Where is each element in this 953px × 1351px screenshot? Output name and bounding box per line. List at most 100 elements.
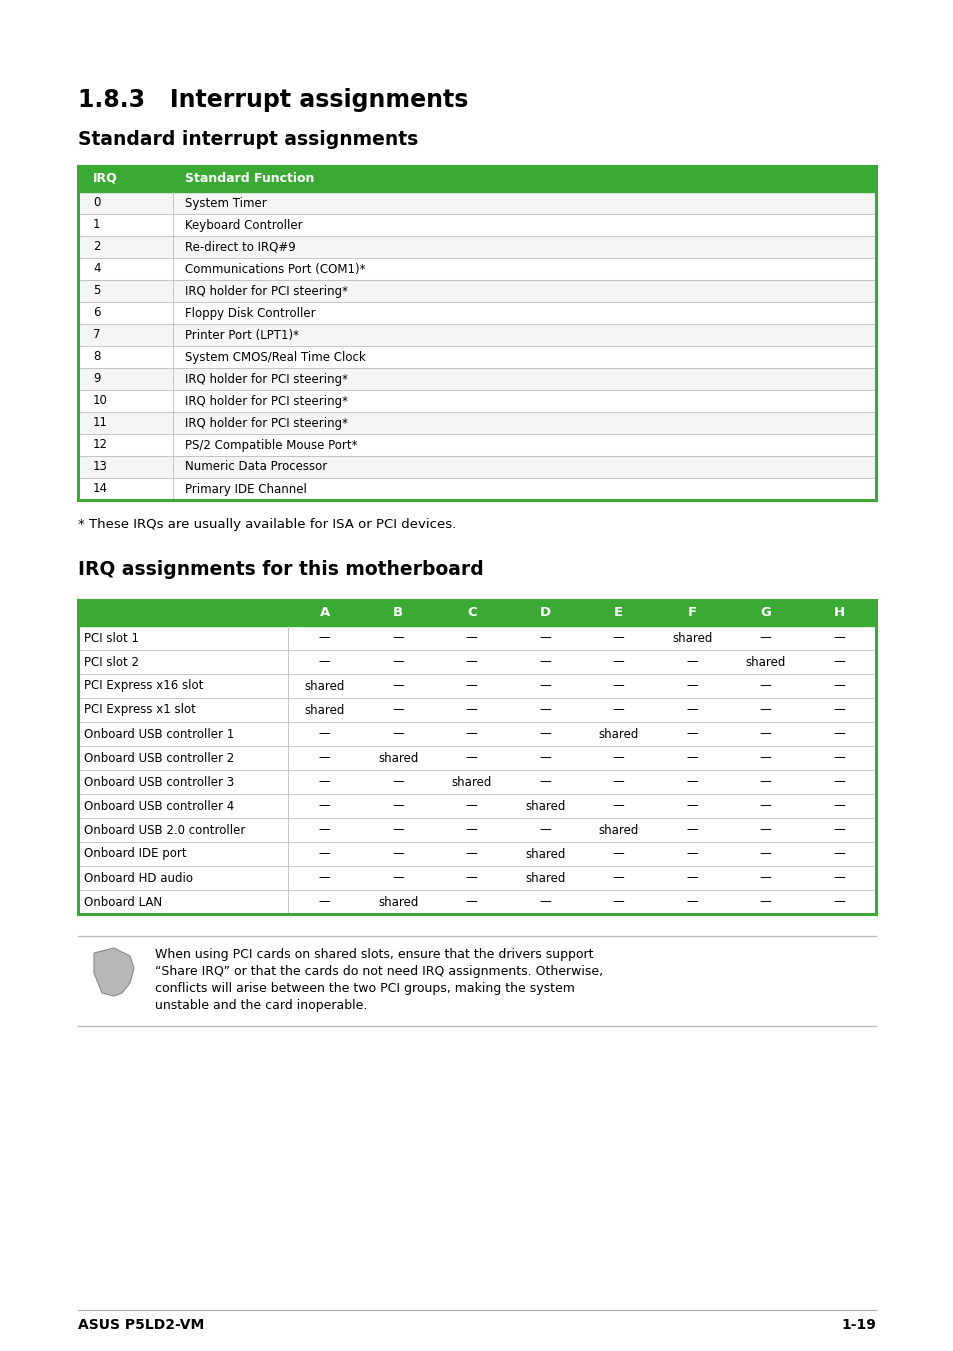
Text: Numeric Data Processor: Numeric Data Processor: [185, 461, 327, 473]
Text: When using PCI cards on shared slots, ensure that the drivers support: When using PCI cards on shared slots, en…: [154, 948, 593, 961]
Bar: [78, 600, 875, 626]
Text: —: —: [392, 847, 404, 861]
Text: —: —: [318, 800, 331, 812]
Text: 6: 6: [92, 307, 100, 319]
Text: —: —: [465, 727, 477, 740]
Text: PS/2 Compatible Mouse Port*: PS/2 Compatible Mouse Port*: [185, 439, 357, 451]
Text: —: —: [685, 775, 698, 789]
Bar: [78, 842, 875, 866]
Bar: [78, 412, 875, 434]
Text: —: —: [612, 751, 624, 765]
Text: —: —: [538, 775, 551, 789]
Text: Communications Port (COM1)*: Communications Port (COM1)*: [185, 262, 365, 276]
Bar: [78, 478, 875, 500]
Text: Re-direct to IRQ#9: Re-direct to IRQ#9: [185, 240, 295, 254]
Text: Onboard USB controller 1: Onboard USB controller 1: [84, 727, 234, 740]
Text: —: —: [538, 896, 551, 908]
Bar: [78, 650, 875, 674]
Text: Standard interrupt assignments: Standard interrupt assignments: [78, 130, 417, 149]
Text: 1-19: 1-19: [841, 1319, 875, 1332]
Text: Onboard USB 2.0 controller: Onboard USB 2.0 controller: [84, 824, 245, 836]
Text: —: —: [685, 824, 698, 836]
Text: H: H: [833, 605, 844, 619]
Text: —: —: [685, 800, 698, 812]
Text: —: —: [760, 896, 771, 908]
Text: Primary IDE Channel: Primary IDE Channel: [185, 482, 307, 496]
Text: —: —: [612, 847, 624, 861]
Text: —: —: [392, 824, 404, 836]
Text: G: G: [760, 605, 770, 619]
Text: —: —: [833, 824, 844, 836]
Text: —: —: [760, 727, 771, 740]
Text: Standard Function: Standard Function: [185, 172, 314, 185]
Text: —: —: [685, 655, 698, 669]
Text: F: F: [687, 605, 696, 619]
Text: —: —: [465, 824, 477, 836]
Text: 5: 5: [92, 285, 100, 297]
Text: —: —: [318, 775, 331, 789]
Text: IRQ holder for PCI steering*: IRQ holder for PCI steering*: [185, 416, 348, 430]
Text: —: —: [465, 751, 477, 765]
Text: —: —: [685, 727, 698, 740]
Text: shared: shared: [598, 727, 639, 740]
Text: —: —: [318, 896, 331, 908]
Text: —: —: [538, 824, 551, 836]
Text: —: —: [538, 727, 551, 740]
Text: —: —: [760, 871, 771, 885]
Bar: [78, 166, 875, 192]
Text: —: —: [392, 655, 404, 669]
Text: shared: shared: [304, 704, 345, 716]
Text: —: —: [612, 680, 624, 693]
Text: —: —: [318, 824, 331, 836]
Bar: [78, 390, 875, 412]
Bar: [78, 817, 875, 842]
Text: —: —: [538, 655, 551, 669]
Bar: [78, 674, 875, 698]
Text: Printer Port (LPT1)*: Printer Port (LPT1)*: [185, 328, 298, 342]
Text: PCI slot 2: PCI slot 2: [84, 655, 139, 669]
Bar: [78, 213, 875, 236]
Text: PCI slot 1: PCI slot 1: [84, 631, 139, 644]
Bar: [78, 236, 875, 258]
Text: —: —: [685, 896, 698, 908]
Bar: [78, 258, 875, 280]
Text: —: —: [318, 751, 331, 765]
Text: “Share IRQ” or that the cards do not need IRQ assignments. Otherwise,: “Share IRQ” or that the cards do not nee…: [154, 965, 602, 978]
Text: * These IRQs are usually available for ISA or PCI devices.: * These IRQs are usually available for I…: [78, 517, 456, 531]
Text: —: —: [318, 727, 331, 740]
Text: —: —: [612, 871, 624, 885]
Text: —: —: [538, 704, 551, 716]
Text: shared: shared: [377, 896, 418, 908]
Bar: [78, 367, 875, 390]
Text: —: —: [318, 631, 331, 644]
Text: —: —: [833, 751, 844, 765]
Text: —: —: [318, 655, 331, 669]
Text: 11: 11: [92, 416, 108, 430]
Text: —: —: [685, 704, 698, 716]
Bar: [78, 434, 875, 457]
Text: —: —: [612, 631, 624, 644]
Text: —: —: [612, 896, 624, 908]
Text: IRQ: IRQ: [92, 172, 117, 185]
Text: IRQ holder for PCI steering*: IRQ holder for PCI steering*: [185, 373, 348, 385]
Bar: [78, 890, 875, 915]
Text: —: —: [760, 824, 771, 836]
Text: —: —: [685, 847, 698, 861]
Text: 13: 13: [92, 461, 108, 473]
Text: shared: shared: [304, 680, 345, 693]
Bar: [78, 192, 875, 213]
Text: —: —: [685, 680, 698, 693]
Text: Onboard HD audio: Onboard HD audio: [84, 871, 193, 885]
Text: —: —: [392, 800, 404, 812]
Text: —: —: [612, 800, 624, 812]
Text: 0: 0: [92, 196, 100, 209]
Bar: [78, 698, 875, 721]
Text: shared: shared: [377, 751, 418, 765]
Text: —: —: [685, 871, 698, 885]
Text: —: —: [538, 751, 551, 765]
Text: PCI Express x1 slot: PCI Express x1 slot: [84, 704, 195, 716]
Text: System Timer: System Timer: [185, 196, 267, 209]
Text: —: —: [465, 704, 477, 716]
Text: —: —: [833, 775, 844, 789]
Text: 10: 10: [92, 394, 108, 408]
